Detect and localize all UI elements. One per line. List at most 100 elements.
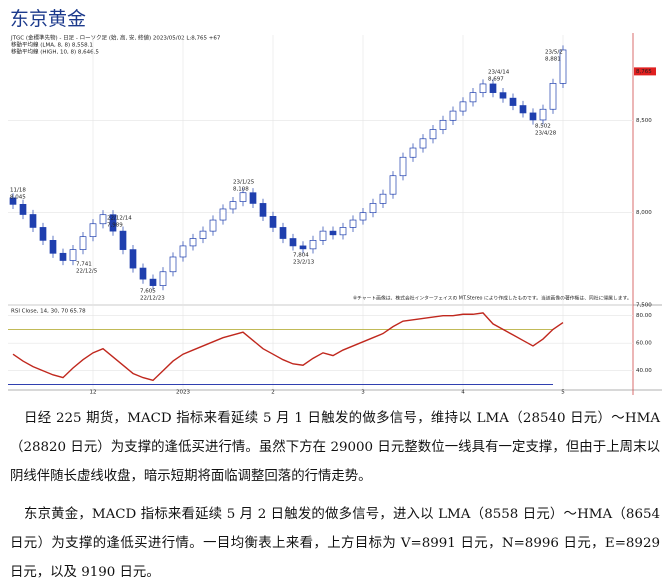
x-tick-label: 2 [271,390,275,396]
x-tick-label: 5 [561,390,565,396]
candle-body [99,214,107,225]
paragraph: 东京黄金，MACD 指标来看延续 5 月 2 日触发的做多信号，进入以 LMA（… [10,507,660,580]
x-tick-label: 4 [461,390,465,396]
candle-body [249,192,257,204]
last-price-label: 8,765 [636,69,652,75]
candle-body [419,138,427,149]
annotation-date: 22/12/23 [140,296,165,302]
y-tick-label: 7,500 [636,303,652,309]
annotation-price: 7,741 [76,262,92,268]
candle-body [239,192,247,202]
candle-body [59,252,67,261]
annotation-date: 11/18 [10,188,26,194]
candle-body [349,219,357,228]
candle-body [169,256,177,273]
annotation-date: 23/4/28 [535,131,557,137]
candle-body [459,101,467,112]
candle-body [209,219,217,232]
candle-body [319,230,327,241]
annotation-price: 8,697 [488,77,504,83]
candle-body [439,119,447,130]
candle-body [399,156,407,177]
candle-body [369,203,377,214]
candle-body [79,236,87,250]
candle-body [509,97,517,106]
candle-body [539,108,547,121]
chart-note: ※チャート画像は、株式会社インターフェイスの MT.Stereo により作成した… [353,295,632,302]
doc-title: 东京黄金 [10,8,87,30]
annotation-date: 22/12/14 [107,216,132,222]
y-tick-label: 8,000 [636,210,652,216]
chart-bg [8,33,662,395]
candle-body [549,83,557,110]
candle-body [289,238,297,247]
candle-body [519,105,527,114]
annotation-date: 23/4/14 [488,70,510,76]
x-tick-label: 12 [90,390,97,396]
candle-body [119,230,127,250]
last-price-box [634,67,656,76]
candle-body [149,278,157,286]
candle-body [449,110,457,121]
page: 东京黄金 JTGC (金標準先物) - 日足 - ローソク足 (始, 高, 安,… [8,8,662,580]
candle-body [309,240,317,250]
candle-body [69,249,77,261]
candle-body [389,175,397,195]
candle-body [469,92,477,103]
candle-body [219,208,227,221]
candle-body [29,214,37,228]
candle-body [479,83,487,93]
candle-body [129,249,137,269]
rsi-label: RSI Close, 14, 30, 70 65.78 [11,309,86,315]
rsi-line [12,312,564,382]
candle-body [39,227,47,241]
x-tick-label: 2023 [176,390,190,396]
candle-body [489,83,497,93]
candle-body [499,92,507,99]
annotation-price: 8,881 [545,57,561,63]
candle-body [109,214,117,232]
candle-body [329,230,337,236]
candle-body [89,223,97,238]
candle-body [269,216,277,228]
candle-body [159,271,167,286]
candle-body [359,212,367,221]
annotation-price: 7,605 [140,289,156,295]
candle-body [429,129,437,140]
annotation-date: 22/12/5 [76,269,98,275]
chart: JTGC (金標準先物) - 日足 - ローソク足 (始, 高, 安, 終値) … [8,33,662,395]
candle-body [559,49,567,84]
candle-body [19,204,27,215]
rsi-tick-label: 60.00 [636,341,652,347]
annotation-price: 8,502 [535,124,551,130]
candle-body [279,227,287,239]
candle-body [199,230,207,239]
candle-body [229,201,237,210]
header-line: 移動平均線 (HIGH, 10, 8) 8,646.5 [11,48,99,56]
candle-body [259,203,267,217]
header-line: 移動平均線 (LMA, 8, 8) 8,558.1 [11,41,93,49]
annotation-price: 7,989 [107,223,123,229]
candle-body [49,240,57,254]
annotation-date: 23/1/25 [233,180,255,186]
candle-body [9,197,17,205]
candle-body [299,245,307,250]
candle-body [139,267,147,280]
annotation-price: 7,804 [293,253,309,259]
paragraph: 日经 225 期货，MACD 指标来看延续 5 月 1 日触发的做多信号，维持以… [10,411,660,484]
candle-body [189,238,197,247]
annotation-date: 23/2/13 [293,260,315,266]
candle-body [179,245,187,258]
candle-body [379,193,387,204]
x-tick-label: 3 [361,390,365,396]
annotation-date: 23/5/2 [545,50,563,56]
header-line: JTGC (金標準先物) - 日足 - ローソク足 (始, 高, 安, 終値) … [10,34,221,42]
candle-body [339,227,347,236]
rsi-tick-label: 80.00 [636,313,652,319]
candle-body [409,147,417,158]
candle-body [529,112,537,121]
annotation-price: 8,045 [10,195,26,201]
y-tick-label: 8,500 [636,118,652,124]
rsi-tick-label: 40.00 [636,368,652,374]
annotation-price: 8,108 [233,187,249,193]
